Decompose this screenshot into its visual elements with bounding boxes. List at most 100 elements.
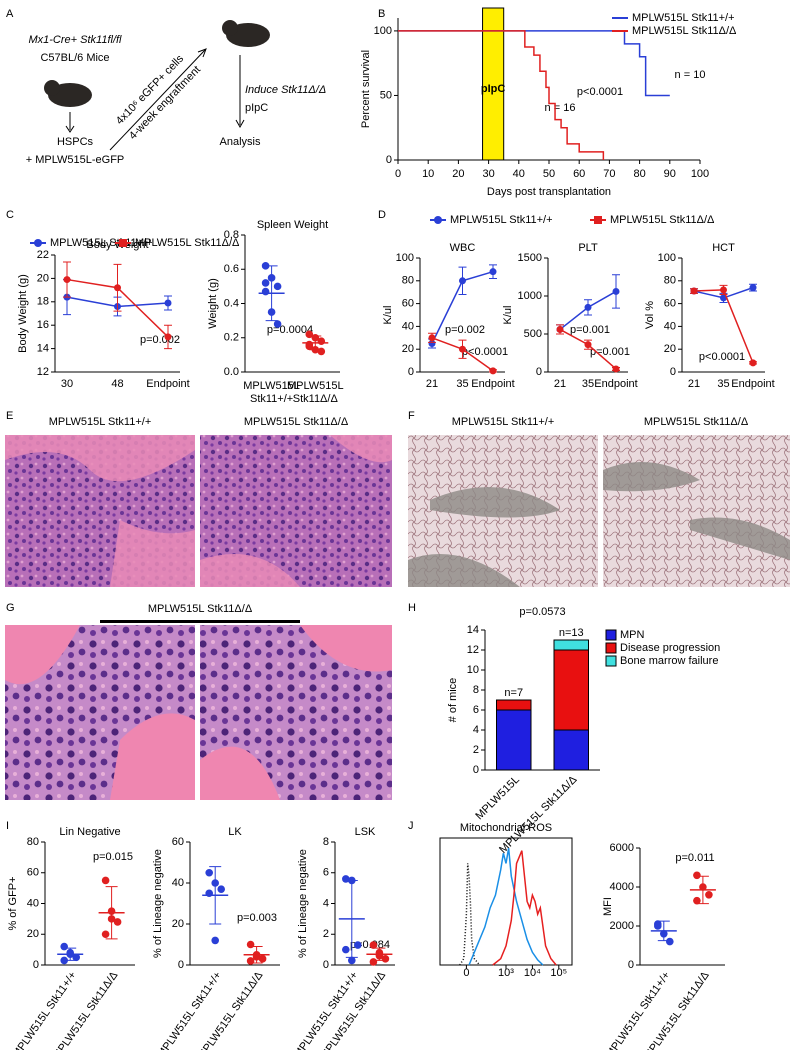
y-tick-label: 0 (536, 366, 542, 378)
data-point (258, 955, 267, 963)
data-point (311, 333, 320, 342)
data-point (654, 922, 662, 930)
data-point (252, 953, 261, 961)
data-point (612, 365, 620, 373)
y-tick-label: 0 (386, 154, 392, 166)
y-tick-label: 40 (27, 897, 39, 909)
value-label: n=7 (504, 687, 523, 699)
y-tick-label: 0 (33, 959, 39, 971)
x-tick-label: 80 (633, 168, 645, 180)
schematic-text: + MPLW515L-eGFP (26, 154, 125, 166)
data-point (101, 930, 110, 939)
data-point (60, 942, 68, 951)
x-tick-label: 30 (482, 168, 494, 180)
y-tick-label: 20 (37, 272, 49, 284)
data-point (317, 347, 326, 356)
label: MPLW515L Stk11+/+ (49, 416, 152, 428)
y-tick-label: 6 (323, 867, 329, 879)
y-axis-label: K/ul (502, 306, 514, 325)
data-point (749, 284, 757, 292)
legend-label: Disease progression (620, 642, 720, 654)
series-line (398, 30, 670, 97)
data-point (211, 936, 219, 945)
y-tick-label: 1500 (518, 252, 542, 264)
legend-swatch (605, 655, 617, 667)
annotation: p=0.015 (93, 851, 133, 863)
panel-label: B (378, 8, 385, 20)
y-tick-label: 1000 (518, 290, 542, 302)
data-point (72, 953, 80, 962)
data-point (428, 340, 436, 347)
x-tick-label: 100 (691, 168, 709, 180)
y-tick-label: 4000 (610, 881, 634, 893)
y-tick-label: 60 (27, 867, 39, 879)
y-axis-label: Weight (g) (207, 278, 219, 329)
legend-marker (34, 239, 42, 247)
label: MPLW515L Stk11Δ/Δ (644, 416, 749, 428)
data-point (267, 274, 276, 282)
legend-marker (594, 216, 602, 224)
y-tick-label: 0 (670, 366, 676, 378)
data-point (311, 345, 320, 354)
panel-label: F (408, 410, 415, 422)
y-tick-label: 12 (467, 644, 479, 656)
x-tick-label: Stk11+/+ (250, 393, 293, 405)
panel-label: E (6, 410, 13, 422)
annotation: n = 16 (545, 102, 576, 114)
x-tick-label: 10⁵ (550, 967, 567, 979)
data-point (217, 885, 225, 893)
data-point (114, 284, 121, 292)
annotation: p<0.0001 (699, 351, 745, 363)
chart-title: LK (228, 826, 242, 838)
panel-label: I (6, 820, 9, 832)
panel-label: D (378, 209, 386, 221)
schematic-text: Induce Stk11Δ/Δ (245, 84, 326, 96)
data-point (381, 955, 390, 963)
y-tick-label: 0.0 (224, 366, 239, 378)
data-point (113, 918, 122, 926)
data-point (375, 951, 384, 960)
y-tick-label: 0 (408, 366, 414, 378)
x-tick-label: MPLW515L (287, 380, 344, 392)
data-point (584, 341, 592, 349)
chart-title: Body Weight (86, 239, 148, 251)
schematic (44, 20, 270, 151)
data-point (489, 367, 497, 375)
histology (5, 435, 790, 800)
y-tick-label: 14 (37, 343, 49, 355)
x-tick-label: MPLW515L (473, 774, 522, 823)
data-point (459, 345, 466, 353)
data-point (342, 945, 350, 954)
y-axis-label: K/ul (382, 306, 394, 325)
data-point (660, 930, 668, 938)
data-point (348, 876, 356, 885)
x-tick-label: 40 (513, 168, 525, 180)
annotation: p=0.002 (140, 334, 180, 346)
y-tick-label: 0.8 (224, 229, 239, 241)
y-axis-label: Percent survival (360, 50, 372, 128)
data-point (107, 907, 116, 915)
y-tick-label: 2000 (610, 920, 634, 932)
data-point (489, 268, 497, 276)
annotation: p<0.0001 (462, 346, 508, 358)
data-point (720, 286, 727, 294)
data-point (693, 896, 701, 905)
y-tick-label: 80 (27, 836, 39, 848)
data-point (699, 883, 707, 891)
schematic-text: Mx1-Cre+ Stk11fl/fl (28, 34, 122, 46)
y-axis-label: Body Weight (g) (17, 274, 29, 353)
data-point (261, 279, 270, 287)
annotation: p=0.011 (675, 852, 714, 864)
x-tick-label: 48 (111, 378, 123, 390)
label: MPLW515L Stk11+/+ (452, 416, 555, 428)
data-point (267, 308, 276, 316)
data-point (693, 871, 701, 880)
x-tick-label: 21 (554, 378, 566, 390)
legend-label: MPN (620, 629, 645, 641)
y-tick-label: 60 (402, 298, 414, 310)
legend-swatch (605, 629, 617, 641)
legend-label: MPLW515L Stk11+/+ (632, 12, 735, 24)
panel-label: G (6, 602, 15, 614)
series-line (398, 30, 605, 160)
data-point (348, 956, 356, 965)
